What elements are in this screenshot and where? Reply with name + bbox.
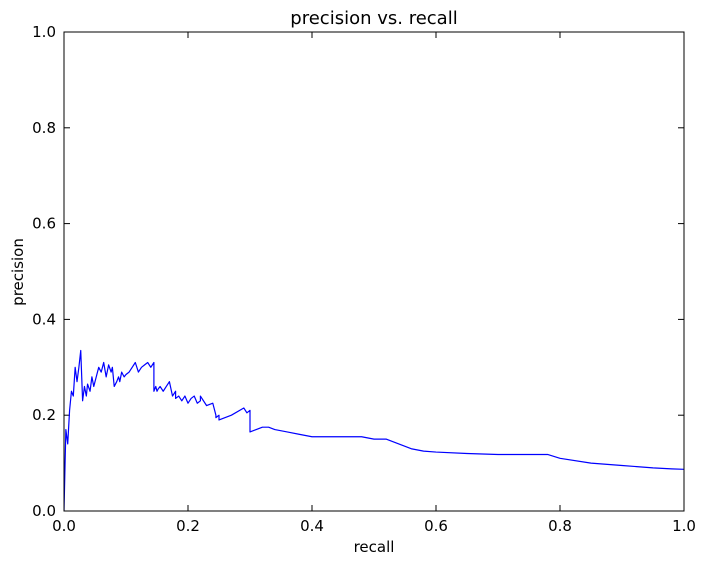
x-tick-label: 0.4 <box>300 517 324 535</box>
x-tick-label: 1.0 <box>672 517 696 535</box>
x-axis-label: recall <box>354 538 395 556</box>
y-tick-label: 0.6 <box>32 215 56 233</box>
x-tick-label: 0.8 <box>548 517 572 535</box>
y-tick-label: 0.2 <box>32 406 56 424</box>
y-tick-label: 1.0 <box>32 23 56 41</box>
y-axis-label: precision <box>9 238 27 306</box>
y-tick-label: 0.0 <box>32 502 56 520</box>
series-group <box>64 349 684 511</box>
plot-frame <box>63 31 685 512</box>
y-tick-label: 0.8 <box>32 119 56 137</box>
x-tick-label: 0.6 <box>424 517 448 535</box>
y-tick-label: 0.4 <box>32 310 56 328</box>
chart-title: precision vs. recall <box>290 8 457 29</box>
x-tick-label: 0.0 <box>52 517 76 535</box>
x-tick-label: 0.2 <box>176 517 200 535</box>
precision-recall-line <box>64 349 684 511</box>
